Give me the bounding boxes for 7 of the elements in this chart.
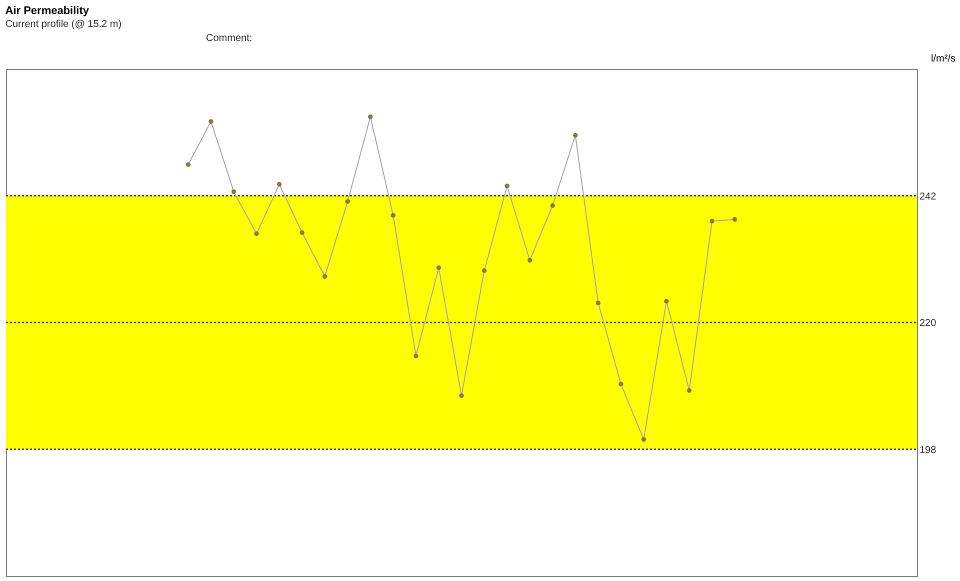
- y-tick-label: 220: [920, 318, 937, 329]
- y-axis-title: l/m²/s: [931, 54, 956, 64]
- chart-subtitle: Current profile (@ 15.2 m): [5, 19, 122, 30]
- y-tick-label: 242: [920, 191, 937, 202]
- text: Comment:: [206, 33, 252, 44]
- chart-title: Air Permeability: [5, 5, 90, 17]
- y-tick-label: 198: [920, 444, 937, 456]
